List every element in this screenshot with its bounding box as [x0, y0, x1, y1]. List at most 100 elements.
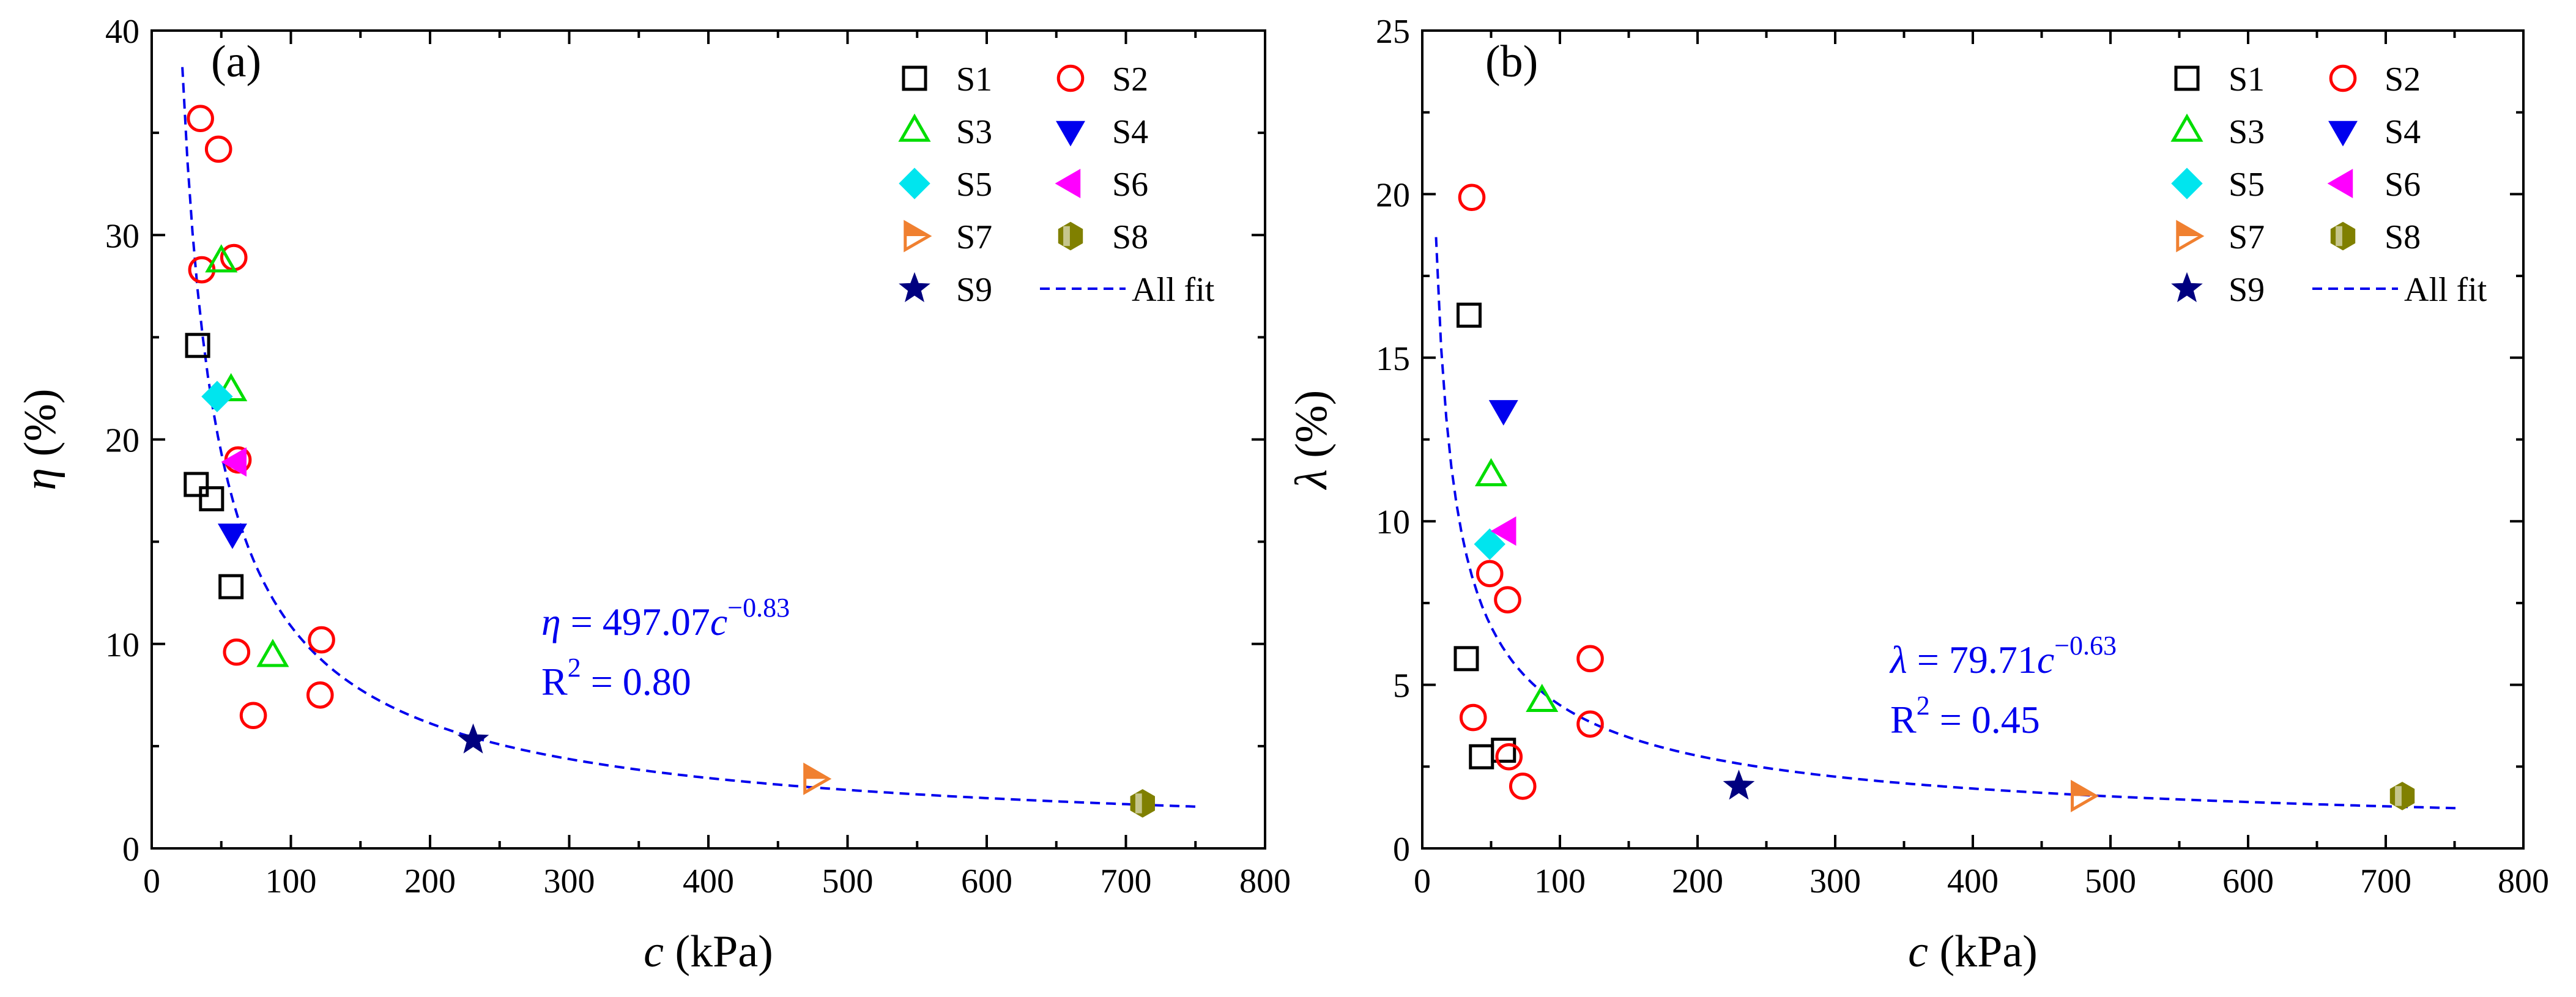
- x-tick-label: 300: [544, 862, 595, 900]
- legend-marker-s8: [2330, 221, 2356, 251]
- y-tick-label: 0: [1393, 831, 1410, 869]
- legend-label-s7: S7: [2229, 218, 2265, 256]
- y-tick-label: 10: [105, 626, 139, 664]
- x-axis-label: c (kPa): [644, 927, 773, 977]
- x-tick-label: 800: [2498, 862, 2549, 900]
- data-point-s6: [221, 447, 247, 477]
- data-point-s4: [1488, 400, 1518, 426]
- x-tick-label: 0: [143, 862, 160, 900]
- data-point-s2: [239, 702, 267, 730]
- x-tick-label: 500: [2085, 862, 2136, 900]
- legend-marker-s2: [2329, 64, 2357, 92]
- legend-marker-s7: [904, 220, 932, 253]
- x-tick-label: 200: [1672, 862, 1723, 900]
- panel-label: (a): [211, 37, 261, 87]
- data-point-s3: [1474, 458, 1508, 487]
- data-point-s2: [1494, 586, 1521, 613]
- data-point-s2: [223, 638, 251, 666]
- legend-label-s5: S5: [2229, 166, 2265, 204]
- legend-marker-s6: [2327, 169, 2353, 198]
- data-point-s9: [457, 723, 489, 754]
- legend-label-s2: S2: [2385, 61, 2421, 98]
- data-point-s2: [1576, 710, 1604, 738]
- legend-label-s9: S9: [2229, 271, 2265, 309]
- legend-marker-s3: [2170, 113, 2203, 142]
- x-tick-label: 500: [822, 862, 874, 900]
- legend-label-s1: S1: [2229, 61, 2265, 98]
- x-tick-label: 200: [404, 862, 456, 900]
- legend-marker-s5: [2171, 168, 2203, 199]
- data-point-s7: [2071, 779, 2099, 812]
- data-point-s1: [1453, 646, 1479, 672]
- x-tick-label: 400: [1947, 862, 1999, 900]
- data-point-s4: [217, 524, 247, 549]
- x-tick-label: 800: [1239, 862, 1291, 900]
- data-point-s2: [306, 681, 334, 709]
- panel-a: 0 100 200 300 400 500 600 700 800 0 10 20 30 40 c (kPa…: [15, 13, 1291, 977]
- legend-marker-s7: [2176, 220, 2205, 253]
- legend-marker-s9: [2171, 272, 2203, 302]
- legend-label-s6: S6: [1112, 166, 1148, 204]
- data-point-s8: [1130, 789, 1156, 818]
- x-tick-label: 300: [1810, 862, 1861, 900]
- legend-label-fit: All fit: [2404, 271, 2487, 309]
- legend-marker-s8: [1058, 221, 1083, 251]
- legend-marker-s6: [1055, 169, 1081, 198]
- data-point-s2: [1475, 560, 1504, 588]
- legend-label-s6: S6: [2385, 166, 2421, 204]
- data-point-s1: [1457, 302, 1482, 328]
- data-point-s9: [1723, 769, 1755, 800]
- data-point-s2: [1459, 703, 1487, 732]
- fit-r-squared: R2 = 0.45: [1890, 691, 2040, 741]
- y-tick-label: 25: [1376, 13, 1410, 51]
- legend-marker-s2: [1056, 64, 1085, 92]
- legend-marker-s4: [2328, 120, 2358, 147]
- legend-label-s1: S1: [956, 61, 992, 98]
- x-tick-label: 700: [2360, 862, 2411, 900]
- y-tick-label: 0: [122, 831, 139, 869]
- x-tick-label: 100: [1534, 862, 1586, 900]
- y-axis-label: η (%): [15, 388, 65, 490]
- legend-label-s3: S3: [956, 113, 992, 151]
- data-point-s2: [1458, 183, 1486, 212]
- y-axis-label: λ (%): [1286, 390, 1337, 491]
- x-tick-label: 0: [1414, 862, 1431, 900]
- data-point-s1: [185, 333, 210, 358]
- data-point-s2: [1495, 743, 1523, 771]
- y-tick-label: 10: [1376, 503, 1410, 541]
- data-point-s6: [1490, 516, 1516, 546]
- y-tick-label: 15: [1376, 340, 1410, 378]
- legend-marker-s3: [898, 113, 931, 142]
- legend-label-s8: S8: [1112, 218, 1148, 256]
- legend-label-fit: All fit: [1132, 271, 1215, 309]
- data-point-s7: [803, 762, 832, 795]
- x-axis-label: c (kPa): [1908, 927, 2038, 977]
- legend-marker-s5: [899, 168, 930, 199]
- legend-label-s9: S9: [956, 271, 992, 309]
- data-point-s1: [184, 472, 209, 497]
- legend-marker-s1: [902, 65, 927, 91]
- x-tick-label: 100: [265, 862, 317, 900]
- legend-label-s8: S8: [2385, 218, 2421, 256]
- data-point-s3: [256, 639, 289, 667]
- x-tick-label: 400: [683, 862, 734, 900]
- y-tick-label: 40: [105, 13, 139, 51]
- panel-b: 0 100 200 300 400 500 600 700 800 0 5 10 15 20 25 c (kP…: [1286, 13, 2549, 977]
- data-point-s1: [1491, 738, 1516, 763]
- panel-label: (b): [1485, 37, 1538, 87]
- data-point-s8: [2389, 782, 2415, 810]
- legend-marker-s9: [899, 272, 930, 302]
- data-point-s2: [204, 135, 232, 163]
- x-tick-label: 600: [961, 862, 1012, 900]
- legend-label-s7: S7: [956, 218, 992, 256]
- y-tick-label: 5: [1393, 667, 1410, 705]
- y-tick-label: 20: [105, 422, 139, 460]
- fit-equation: η = 497.07c−0.83: [541, 593, 790, 643]
- data-point-s3: [1526, 683, 1559, 713]
- legend-label-s3: S3: [2229, 113, 2265, 151]
- data-point-s5: [201, 380, 233, 413]
- legend-label-s5: S5: [956, 166, 992, 204]
- fit-r-squared: R2 = 0.80: [541, 653, 691, 703]
- data-point-s3: [215, 372, 248, 401]
